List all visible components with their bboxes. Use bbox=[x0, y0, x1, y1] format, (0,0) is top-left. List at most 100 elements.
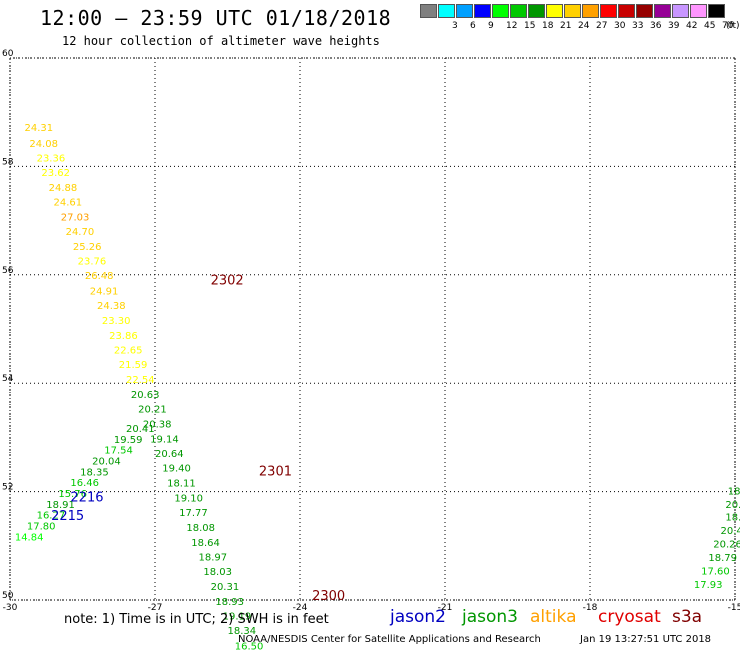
pass-time-label: 2301 bbox=[259, 464, 292, 479]
wave-height-value: 19.10 bbox=[174, 493, 203, 504]
lon-tick-label: -30 bbox=[3, 603, 18, 613]
wave-height-value: 18.03 bbox=[203, 567, 232, 578]
wave-height-value: 24.61 bbox=[54, 197, 83, 208]
lon-tick-label: -24 bbox=[293, 603, 308, 613]
map-subtitle: 12 hour collection of altimeter wave hei… bbox=[62, 34, 380, 48]
wave-height-value: 18.11 bbox=[167, 479, 196, 490]
lat-tick-label: 52 bbox=[2, 483, 13, 493]
pass-time-label: 2216 bbox=[70, 490, 103, 505]
legend-label: 21 bbox=[560, 21, 572, 31]
wave-height-value: 20. bbox=[725, 500, 740, 511]
wave-height-value: 18.93 bbox=[215, 597, 244, 608]
wave-height-value: 24.31 bbox=[25, 123, 54, 134]
legend-bin: 9 bbox=[474, 4, 494, 31]
lat-tick-label: 58 bbox=[2, 157, 14, 167]
wave-height-value: 20.63 bbox=[131, 390, 160, 401]
wave-height-value: 20.31 bbox=[211, 582, 240, 593]
wave-height-value: 18.79 bbox=[708, 553, 737, 564]
lon-tick-label: -27 bbox=[148, 603, 163, 613]
legend-label: 42 bbox=[686, 21, 698, 31]
legend-swatch bbox=[528, 4, 545, 18]
wave-height-value: 27.03 bbox=[61, 213, 90, 224]
wave-height-value: 26.48 bbox=[85, 271, 114, 282]
lat-tick-label: 54 bbox=[2, 374, 14, 384]
legend-bin: 70 bbox=[708, 4, 733, 31]
map-title: 12:00 – 23:59 UTC 01/18/2018 bbox=[40, 6, 392, 30]
footer-credit: NOAA/NESDIS Center for Satellite Applica… bbox=[238, 634, 541, 645]
wave-height-value: 17.77 bbox=[179, 508, 208, 519]
wave-height-value: 24.38 bbox=[97, 301, 126, 312]
legend-label: 36 bbox=[650, 21, 662, 31]
legend-label: 15 bbox=[524, 21, 536, 31]
legend-bin: 21 bbox=[546, 4, 571, 31]
wave-height-value: 23.36 bbox=[37, 154, 66, 165]
wave-height-value: 16.50 bbox=[235, 641, 264, 650]
map-frame bbox=[9, 57, 736, 601]
legend-bin: 33 bbox=[618, 4, 643, 31]
wave-height-value: 23.76 bbox=[78, 257, 107, 268]
wave-height-value: 25.26 bbox=[73, 242, 102, 253]
legend-swatch bbox=[546, 4, 563, 18]
legend-bin: 24 bbox=[564, 4, 589, 31]
legend-swatch bbox=[564, 4, 581, 18]
generated-timestamp: Jan 19 13:27:51 UTC 2018 bbox=[580, 634, 712, 645]
wave-height-value: 14.84 bbox=[15, 532, 44, 543]
legend-label: 18 bbox=[542, 21, 554, 31]
legend-swatch bbox=[420, 4, 437, 18]
pass-time-label: 2302 bbox=[211, 274, 244, 289]
legend-swatch bbox=[492, 4, 509, 18]
wave-height-value: 20.64 bbox=[155, 449, 184, 460]
note-text: note: 1) Time is in UTC; 2) SWH is in fe… bbox=[64, 612, 329, 627]
wave-height-value: 22.54 bbox=[126, 375, 155, 386]
legend-label: 12 bbox=[506, 21, 518, 31]
legend-swatch bbox=[672, 4, 689, 18]
lon-tick-label: -15 bbox=[728, 603, 740, 613]
satellite-label-jason3: jason3 bbox=[462, 607, 518, 627]
legend-bin: 45 bbox=[690, 4, 715, 31]
wave-height-value: 18.91 bbox=[46, 500, 75, 511]
wave-height-value: 18 bbox=[728, 486, 740, 497]
wave-height-value: 17.54 bbox=[104, 446, 133, 457]
legend-label: 70 bbox=[722, 21, 734, 31]
wave-height-value: 23.30 bbox=[102, 316, 131, 327]
legend-bin: 42 bbox=[672, 4, 697, 31]
wave-height-value: 24.70 bbox=[66, 227, 95, 238]
legend-unit: (ft) bbox=[726, 21, 740, 31]
wave-height-value: 20.38 bbox=[143, 420, 172, 431]
legend-label: 24 bbox=[578, 21, 590, 31]
legend-swatch bbox=[474, 4, 491, 18]
legend-bin: 3 bbox=[438, 4, 458, 31]
wave-height-value: 18.08 bbox=[186, 523, 215, 534]
lat-tick-label: 56 bbox=[2, 266, 14, 276]
wave-height-value: 23.62 bbox=[41, 168, 70, 179]
legend-bin: 15 bbox=[510, 4, 535, 31]
legend-bin: 18 bbox=[528, 4, 553, 31]
legend-bin: 27 bbox=[582, 4, 607, 31]
legend-swatch bbox=[618, 4, 635, 18]
legend-swatch bbox=[690, 4, 707, 18]
pass-time-label: 2215 bbox=[51, 509, 84, 524]
lat-tick-label: 50 bbox=[2, 591, 14, 601]
wave-height-value: 17.93 bbox=[694, 580, 723, 591]
satellite-label-jason2: jason2 bbox=[390, 607, 446, 627]
legend-bin bbox=[420, 4, 438, 18]
wave-height-value: 20.04 bbox=[92, 457, 121, 468]
wave-height-value: 23.86 bbox=[109, 331, 138, 342]
wave-height-value: 18. bbox=[725, 512, 740, 523]
wave-height-value: 24.91 bbox=[90, 286, 119, 297]
wave-height-value: 17.80 bbox=[27, 522, 56, 533]
legend-label: 45 bbox=[704, 21, 716, 31]
wave-height-value: 20.4 bbox=[721, 526, 740, 537]
satellite-label-cryosat: cryosat bbox=[598, 607, 661, 627]
legend-label: 30 bbox=[614, 21, 626, 31]
legend-bin: 36 bbox=[636, 4, 661, 31]
legend-label: 33 bbox=[632, 21, 644, 31]
legend-label: 39 bbox=[668, 21, 680, 31]
wave-height-value: 20.21 bbox=[138, 404, 167, 415]
wave-height-value: 16.27 bbox=[37, 511, 66, 522]
legend-swatch bbox=[438, 4, 455, 18]
legend-swatch bbox=[600, 4, 617, 18]
legend-bin: 39 bbox=[654, 4, 679, 31]
wave-height-value: 18.64 bbox=[191, 538, 220, 549]
